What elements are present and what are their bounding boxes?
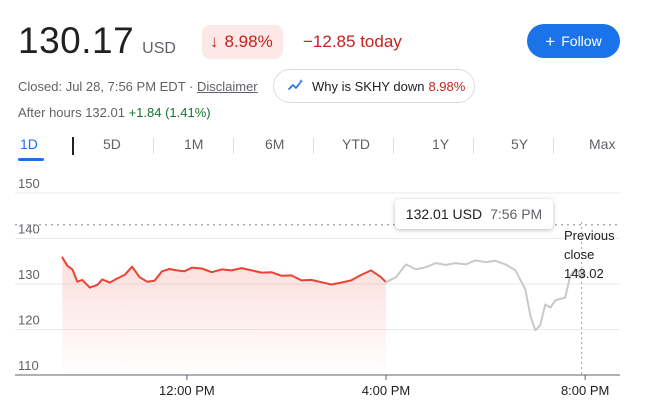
change-percent-badge: ↓ 8.98%: [202, 25, 283, 59]
previous-close-title-1: Previous: [564, 228, 615, 243]
current-point: [577, 270, 586, 279]
why-label: Why is SKHY down: [312, 78, 425, 94]
change-percent: 8.98%: [224, 32, 273, 51]
after-hours-change: +1.84 (1.41%): [128, 105, 211, 120]
tab-5y[interactable]: 5Y: [511, 136, 529, 152]
tab-max[interactable]: Max: [589, 136, 616, 152]
current-price: 130.17: [18, 20, 135, 61]
tooltip-value: 132.01 USD: [405, 206, 483, 222]
tab-ytd[interactable]: YTD: [342, 136, 370, 152]
follow-label: Follow: [561, 33, 602, 49]
x-tick-label: 8:00 PM: [561, 383, 609, 398]
arrow-down-icon: ↓: [210, 32, 219, 51]
previous-close-title-2: close: [564, 247, 595, 262]
tab-divider: [233, 138, 234, 154]
x-tick-label: 4:00 PM: [362, 383, 410, 398]
tab-separator: [72, 137, 74, 155]
regular-session-line: [61, 256, 387, 289]
disclaimer-link[interactable]: Disclaimer: [196, 79, 258, 94]
tab-divider: [153, 138, 154, 154]
extended-session-line: [385, 259, 583, 332]
y-tick-label: 120: [18, 313, 40, 328]
follow-button[interactable]: + Follow: [527, 24, 620, 58]
tab-1m[interactable]: 1M: [184, 136, 204, 152]
previous-close-label: Previous close 143.02: [564, 226, 615, 283]
tab-divider: [393, 138, 394, 154]
tooltip-time: 7:56 PM: [490, 206, 543, 222]
y-tick-label: 130: [18, 267, 40, 282]
tab-5d[interactable]: 5D: [103, 136, 121, 152]
why-down-button[interactable]: Why is SKHY down 8.98%: [273, 69, 475, 103]
tab-divider: [313, 138, 314, 154]
plus-icon: +: [545, 31, 556, 51]
x-tick-label: 12:00 PM: [159, 383, 215, 398]
y-tick-label: 140: [18, 222, 40, 237]
y-tick-label: 150: [18, 176, 40, 191]
sparkle-chart-icon: [288, 79, 304, 90]
change-today: −12.85 today: [303, 32, 402, 51]
tab-1y[interactable]: 1Y: [432, 136, 450, 152]
after-hours-price: After hours 132.01: [18, 105, 125, 120]
closed-text: Closed: Jul 28, 7:56 PM EDT ·: [18, 79, 197, 94]
chart-tooltip: 132.01 USD 7:56 PM: [395, 199, 553, 229]
previous-close-value: 143.02: [564, 266, 604, 281]
price-chart[interactable]: 150 140 130 120 110 12:00 PM 4:00 PM 8:00 PM: [0, 170, 650, 400]
after-hours: After hours 132.01 +1.84 (1.41%): [18, 105, 211, 120]
currency-label: USD: [142, 40, 176, 57]
why-percent: 8.98%: [428, 78, 466, 94]
tab-6m[interactable]: 6M: [265, 136, 285, 152]
active-tab-indicator: [18, 158, 44, 161]
tab-1d[interactable]: 1D: [20, 136, 38, 152]
market-status: Closed: Jul 28, 7:56 PM EDT · Disclaimer: [18, 79, 258, 94]
tab-divider: [553, 138, 554, 154]
y-tick-label: 110: [18, 358, 39, 373]
range-tabs: 1D 5D 1M 6M YTD 1Y 5Y Max: [0, 136, 650, 161]
regular-session-area: [62, 257, 387, 375]
price-row: 130.17 USD: [18, 20, 176, 62]
tab-divider: [473, 138, 474, 154]
